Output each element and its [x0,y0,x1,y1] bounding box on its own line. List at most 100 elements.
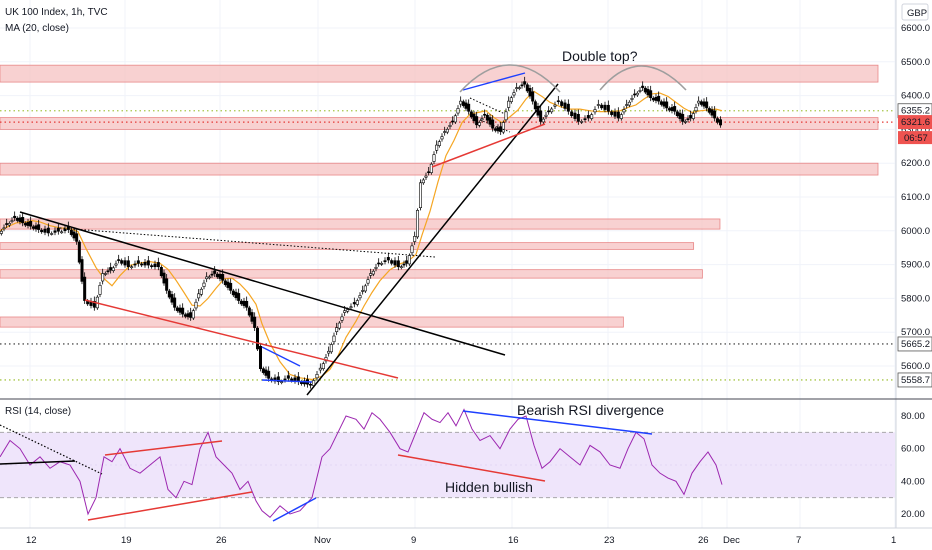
candle-body [245,300,249,308]
candle-body [197,293,201,299]
candle-body [570,111,574,117]
candle-body [327,350,331,354]
candle-body [429,163,433,173]
candle-body [43,228,47,233]
support-resistance-zone [0,64,879,83]
candle-body [475,116,479,126]
candle-body [432,154,436,162]
time-axis-tick: 23 [604,535,615,546]
time-axis [0,528,932,550]
support-resistance-zone [0,117,879,130]
price-axis-tick: 6400.0 [901,91,930,102]
candle-body [705,101,709,109]
candle-body [635,92,639,96]
price-axis-tick: 5900.0 [901,260,930,271]
candle-body [178,307,182,313]
candle-body [215,273,219,278]
candle-body [349,306,353,309]
candle-body [153,263,157,268]
candle-body [665,101,669,109]
rsi-axis-tick: 20.00 [901,509,925,520]
candle-body [117,259,121,261]
candle-body [550,108,554,113]
candle-body [40,229,44,233]
candle-body [280,381,284,383]
candle-body [480,118,484,121]
level-price-text: 5558.7 [901,375,930,386]
candle-body [399,266,403,269]
candle-body [410,245,414,254]
candle-body [415,210,419,238]
candle-body [130,266,134,269]
level-price-text: 5665.2 [901,339,930,350]
candle-body [290,378,294,381]
level-price-label [897,336,932,352]
candle-body [229,282,233,291]
candle-body [641,85,645,88]
candle-body [467,103,471,112]
candle-body [512,92,516,96]
candle-body [477,122,481,126]
candle-body [165,278,169,291]
candle-body [560,101,564,106]
candle-body [501,122,505,133]
candle-body [109,267,113,271]
candle-body [445,128,449,133]
candle-body [361,290,365,292]
candle-body [239,300,243,305]
candle-body [461,101,465,106]
candle-body [586,115,590,119]
candle-body [170,294,174,303]
candle-body [405,260,409,264]
candle-body [654,96,658,101]
candle-body [603,104,607,110]
candle-body [686,118,690,121]
rsi-trend-line [0,460,76,465]
candle-body [72,231,76,239]
candle-body [15,217,19,221]
rsi-hidden-bullish-line [397,454,546,482]
candle-body [528,87,532,97]
candle-body [393,260,397,266]
rsi-axis-tick: 40.00 [901,476,925,487]
chart-title: UK 100 Index, 1h, TVC [5,7,108,18]
candle-body [237,293,241,301]
candle-body [29,220,33,227]
candle-body [146,260,150,266]
candle-body [7,223,11,226]
candle-body [355,300,359,305]
candle-body [242,300,246,306]
candle-body [114,263,118,266]
candle-body [517,87,521,89]
candle-body [699,101,703,105]
candle-body [544,114,548,117]
candle-body [662,101,666,107]
candle-body [46,227,50,234]
candle-body [80,259,84,282]
candle-body [649,90,653,99]
rising-support-line [431,123,546,168]
candle-body [681,113,685,122]
annotation-hidden-bullish: Hidden bullish [445,479,533,495]
candle-body [159,267,163,277]
candle-body [255,327,259,350]
candle-body [0,230,3,234]
candle-body [483,113,487,116]
candle-body [710,109,714,116]
candle-body [596,104,600,106]
rsi-bearish-divergence-line [462,410,653,435]
candle-body [83,276,87,301]
candle-body [659,101,663,105]
candle-body [318,367,322,371]
candle-body [213,270,217,274]
rsi-line [0,408,723,518]
candle-body [616,111,620,119]
candle-body [697,100,701,104]
price-axis-tick: 6500.0 [901,57,930,68]
candle-body [162,272,166,284]
candle-body [37,224,41,230]
candle-body [651,98,655,101]
candle-body [675,111,679,117]
candle-body [369,273,373,276]
